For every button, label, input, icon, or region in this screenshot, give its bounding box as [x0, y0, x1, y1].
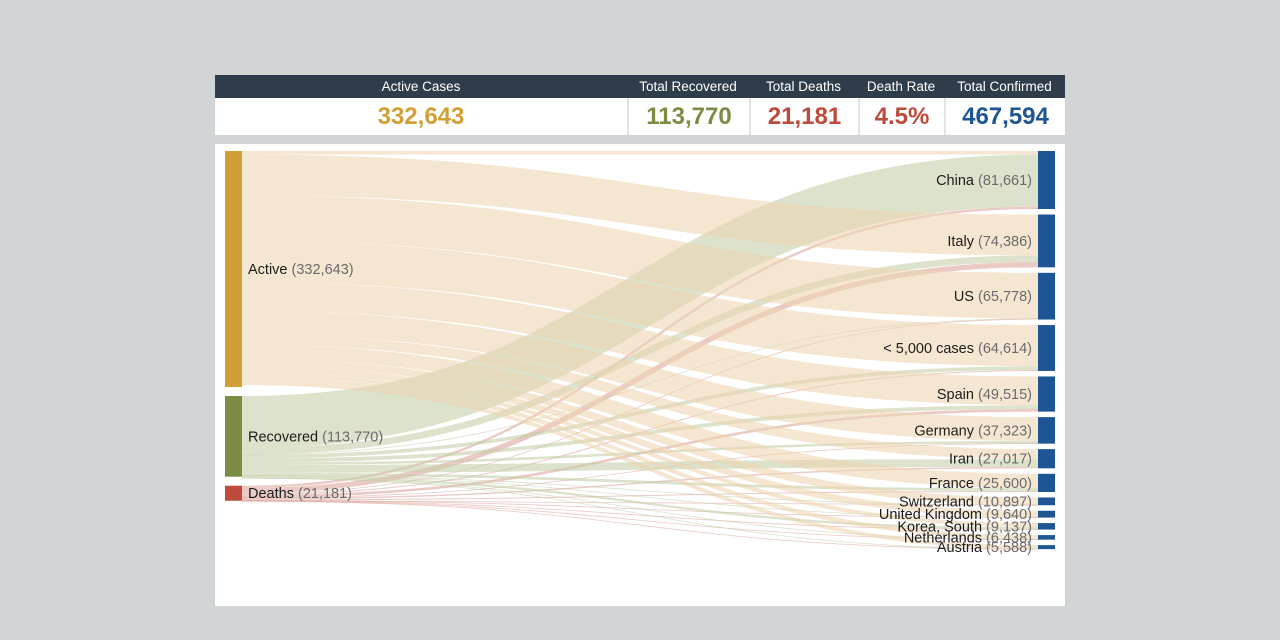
target-label-iran: Iran (27,017)	[949, 452, 1032, 468]
target-label-spain: Spain (49,515)	[937, 387, 1032, 403]
source-node-active	[225, 151, 242, 387]
link-active-austria	[241, 381, 1039, 550]
target-node-germany	[1038, 417, 1055, 444]
stats-header-row: Active Cases Total Recovered Total Death…	[215, 75, 1065, 98]
link-active-switzerland	[241, 358, 1039, 505]
link-recovered-korea-south	[241, 475, 1039, 530]
sankey-chart: Active (332,643) Recovered (113,770) Death…	[225, 150, 1055, 556]
link-active-germany	[241, 310, 1039, 441]
target-node-switzerland	[1038, 497, 1055, 506]
death-rate-value: 4.5%	[858, 98, 944, 135]
target-label-germany: Germany (37,323)	[914, 423, 1032, 439]
target-node-united-kingdom	[1038, 510, 1055, 518]
active-cases-value: 332,643	[377, 103, 465, 130]
total-deaths-header: Total Deaths	[765, 79, 842, 94]
stats-summary-panel: Active Cases Total Recovered Total Death…	[215, 75, 1065, 135]
link-active-iran	[241, 334, 1039, 460]
target-node-korea-south	[1038, 523, 1055, 530]
link-recovered-france	[241, 472, 1039, 491]
source-label-active: Active (332,643)	[248, 262, 354, 278]
death-rate-header: Death Rate	[866, 79, 936, 94]
stats-value-row: 332,643 113,770 21,181 4.5% 467,594	[215, 98, 1065, 135]
link-active-us	[241, 195, 1039, 319]
link-active-italy	[241, 154, 1039, 256]
target-label-france: France (25,600)	[929, 476, 1032, 492]
total-recovered-header: Total Recovered	[639, 79, 737, 94]
sankey-links	[241, 150, 1039, 550]
source-label-deaths: Deaths (21,181)	[248, 486, 352, 502]
link-active-korea-south	[241, 372, 1039, 528]
link-deaths-austria	[241, 500, 1039, 550]
target-label-netherlands: Netherlands (6,438)	[904, 530, 1032, 546]
target-label-5-000-cases: < 5,000 cases (64,614)	[883, 341, 1032, 357]
sankey-nodes	[225, 151, 1055, 550]
target-label-us: US (65,778)	[954, 289, 1032, 305]
link-active-netherlands	[241, 376, 1039, 540]
target-node-france	[1038, 473, 1055, 492]
target-node-austria	[1038, 545, 1055, 550]
link-active-united-kingdom	[241, 366, 1039, 518]
target-node-netherlands	[1038, 535, 1055, 540]
target-label-china: China (81,661)	[936, 173, 1032, 189]
link-active-spain	[241, 282, 1039, 406]
target-label-switzerland: Switzerland (10,897)	[899, 494, 1032, 510]
link-active-5-000-cases	[241, 240, 1039, 367]
total-recovered-value: 113,770	[627, 98, 749, 135]
total-confirmed-value: 467,594	[944, 98, 1065, 135]
target-node-5-000-cases	[1038, 325, 1055, 371]
active-cases-header: Active Cases	[381, 79, 461, 94]
source-node-recovered	[225, 396, 242, 477]
sankey-labels: Active (332,643) Recovered (113,770) Death…	[248, 173, 1032, 556]
total-confirmed-header: Total Confirmed	[957, 79, 1052, 94]
target-label-italy: Italy (74,386)	[947, 234, 1032, 250]
target-label-united-kingdom: United Kingdom (9,640)	[879, 507, 1032, 523]
link-recovered-austria	[241, 477, 1039, 550]
target-node-iran	[1038, 449, 1055, 469]
target-label-korea-south: Korea, South (9,137)	[897, 519, 1032, 535]
target-node-spain	[1038, 376, 1055, 412]
target-label-austria: Austria (5,588)	[937, 540, 1032, 556]
sankey-chart-panel: Active (332,643) Recovered (113,770) Death…	[215, 144, 1065, 606]
target-node-china	[1038, 151, 1055, 209]
target-node-us	[1038, 272, 1055, 320]
link-active-france	[241, 344, 1039, 489]
total-deaths-value: 21,181	[749, 98, 858, 135]
source-label-recovered: Recovered (113,770)	[248, 429, 383, 445]
source-node-deaths	[225, 485, 242, 501]
target-node-italy	[1038, 214, 1055, 268]
